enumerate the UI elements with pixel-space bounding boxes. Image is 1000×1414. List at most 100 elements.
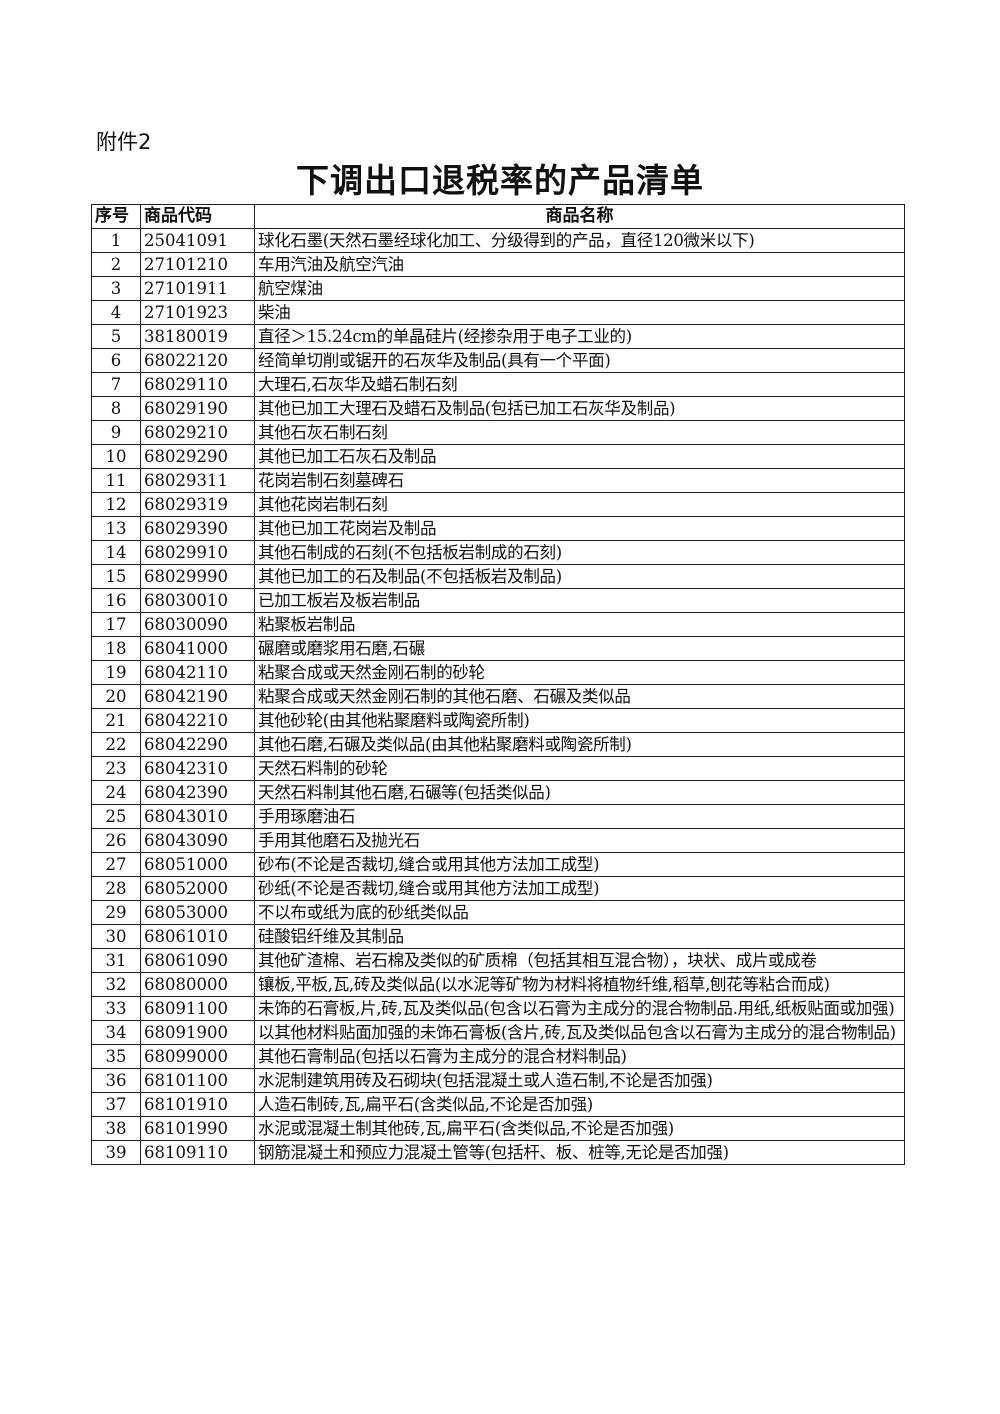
cell-index: 13: [91, 516, 141, 541]
table-row: 2 27101210 车用汽油及航空汽油: [91, 252, 905, 277]
table-row: 18 68041000 碾磨或磨浆用石磨,石碾: [91, 636, 905, 661]
table-row: 11 68029311 花岗岩制石刻墓碑石: [91, 468, 905, 493]
cell-index: 33: [91, 996, 141, 1021]
cell-code: 68091100: [140, 996, 255, 1021]
table-row: 39 68109110 钢筋混凝土和预应力混凝土管等(包括杆、板、桩等,无论是否加强…: [91, 1140, 905, 1165]
table-row: 32 68080000 镶板,平板,瓦,砖及类似品(以水泥等矿物为材料将植物纤维,稻…: [91, 972, 905, 997]
cell-index: 6: [91, 348, 141, 373]
table-row: 12 68029319 其他花岗岩制石刻: [91, 492, 905, 517]
cell-index: 18: [91, 636, 141, 661]
cell-code: 68029290: [140, 444, 255, 469]
cell-index: 5: [91, 324, 141, 349]
cell-code: 68042290: [140, 732, 255, 757]
cell-index: 21: [91, 708, 141, 733]
table-row: 33 68091100 未饰的石膏板,片,砖,瓦及类似品(包含以石膏为主成分的混合物…: [91, 996, 905, 1021]
cell-index: 19: [91, 660, 141, 685]
cell-code: 68030010: [140, 588, 255, 613]
cell-code: 68101910: [140, 1092, 255, 1117]
cell-index: 26: [91, 828, 141, 853]
table-header-row: 序号 商品代码 商品名称: [91, 204, 905, 229]
cell-name: 其他已加工石灰石及制品: [254, 444, 905, 469]
table-row: 5 38180019 直径＞15.24cm的单晶硅片(经掺杂用于电子工业的): [91, 324, 905, 349]
cell-name: 人造石制砖,瓦,扁平石(含类似品,不论是否加强): [254, 1092, 905, 1117]
table-row: 10 68029290 其他已加工石灰石及制品: [91, 444, 905, 469]
cell-code: 68022120: [140, 348, 255, 373]
cell-index: 4: [91, 300, 141, 325]
cell-name: 其他花岗岩制石刻: [254, 492, 905, 517]
cell-name: 砂布(不论是否裁切,缝合或用其他方法加工成型): [254, 852, 905, 877]
cell-name: 其他石膏制品(包括以石膏为主成分的混合材料制品): [254, 1044, 905, 1069]
table-row: 23 68042310 天然石料制的砂轮: [91, 756, 905, 781]
cell-index: 3: [91, 276, 141, 301]
cell-code: 68042110: [140, 660, 255, 685]
cell-code: 68099000: [140, 1044, 255, 1069]
cell-index: 28: [91, 876, 141, 901]
cell-index: 29: [91, 900, 141, 925]
cell-index: 2: [91, 252, 141, 277]
table-row: 7 68029110 大理石,石灰华及蜡石制石刻: [91, 372, 905, 397]
cell-name: 其他矿渣棉、岩石棉及类似的矿质棉（包括其相互混合物），块状、成片或成卷: [254, 948, 905, 973]
cell-name: 以其他材料贴面加强的未饰石膏板(含片,砖,瓦及类似品包含以石膏为主成分的混合物制…: [254, 1020, 905, 1045]
cell-index: 14: [91, 540, 141, 565]
cell-index: 16: [91, 588, 141, 613]
cell-name: 不以布或纸为底的砂纸类似品: [254, 900, 905, 925]
cell-name: 手用琢磨油石: [254, 804, 905, 829]
cell-name: 硅酸铝纤维及其制品: [254, 924, 905, 949]
table-row: 22 68042290 其他石磨,石碾及类似品(由其他粘聚磨料或陶瓷所制): [91, 732, 905, 757]
cell-name: 水泥或混凝土制其他砖,瓦,扁平石(含类似品,不论是否加强): [254, 1116, 905, 1141]
cell-code: 68042390: [140, 780, 255, 805]
cell-name: 碾磨或磨浆用石磨,石碾: [254, 636, 905, 661]
cell-name: 手用其他磨石及抛光石: [254, 828, 905, 853]
cell-code: 68043090: [140, 828, 255, 853]
cell-code: 68041000: [140, 636, 255, 661]
cell-code: 68030090: [140, 612, 255, 637]
cell-code: 27101911: [140, 276, 255, 301]
cell-index: 10: [91, 444, 141, 469]
cell-index: 9: [91, 420, 141, 445]
table-row: 25 68043010 手用琢磨油石: [91, 804, 905, 829]
cell-code: 68109110: [140, 1140, 255, 1165]
attachment-label: 附件2: [96, 130, 152, 154]
cell-code: 68042310: [140, 756, 255, 781]
cell-index: 34: [91, 1020, 141, 1045]
cell-code: 68101990: [140, 1116, 255, 1141]
cell-name: 镶板,平板,瓦,砖及类似品(以水泥等矿物为材料将植物纤维,稻草,刨花等粘合而成): [254, 972, 905, 997]
cell-code: 68061090: [140, 948, 255, 973]
cell-index: 20: [91, 684, 141, 709]
cell-code: 38180019: [140, 324, 255, 349]
cell-name: 未饰的石膏板,片,砖,瓦及类似品(包含以石膏为主成分的混合物制品.用纸,纸板贴面…: [254, 996, 905, 1021]
cell-name: 水泥制建筑用砖及石砌块(包括混凝土或人造石制,不论是否加强): [254, 1068, 905, 1093]
product-table: 序号 商品代码 商品名称 1 25041091 球化石墨(天然石墨经球化加工、分级得…: [91, 204, 905, 1165]
cell-name: 钢筋混凝土和预应力混凝土管等(包括杆、板、桩等,无论是否加强): [254, 1140, 905, 1165]
table-row: 14 68029910 其他石制成的石刻(不包括板岩制成的石刻): [91, 540, 905, 565]
table-row: 6 68022120 经简单切削或锯开的石灰华及制品(具有一个平面): [91, 348, 905, 373]
table-row: 16 68030010 已加工板岩及板岩制品: [91, 588, 905, 613]
cell-index: 38: [91, 1116, 141, 1141]
cell-name: 其他石灰石制石刻: [254, 420, 905, 445]
table-row: 34 68091900 以其他材料贴面加强的未饰石膏板(含片,砖,瓦及类似品包含以石…: [91, 1020, 905, 1045]
cell-index: 8: [91, 396, 141, 421]
cell-index: 36: [91, 1068, 141, 1093]
cell-index: 23: [91, 756, 141, 781]
table-row: 21 68042210 其他砂轮(由其他粘聚磨料或陶瓷所制): [91, 708, 905, 733]
table-row: 29 68053000 不以布或纸为底的砂纸类似品: [91, 900, 905, 925]
cell-code: 68080000: [140, 972, 255, 997]
cell-index: 31: [91, 948, 141, 973]
cell-index: 11: [91, 468, 141, 493]
cell-index: 39: [91, 1140, 141, 1165]
cell-name: 其他砂轮(由其他粘聚磨料或陶瓷所制): [254, 708, 905, 733]
cell-name: 其他石制成的石刻(不包括板岩制成的石刻): [254, 540, 905, 565]
table-row: 30 68061010 硅酸铝纤维及其制品: [91, 924, 905, 949]
cell-code: 27101923: [140, 300, 255, 325]
cell-code: 68029319: [140, 492, 255, 517]
cell-index: 27: [91, 852, 141, 877]
table-row: 19 68042110 粘聚合成或天然金刚石制的砂轮: [91, 660, 905, 685]
cell-code: 68091900: [140, 1020, 255, 1045]
cell-name: 已加工板岩及板岩制品: [254, 588, 905, 613]
cell-code: 68101100: [140, 1068, 255, 1093]
cell-code: 68029110: [140, 372, 255, 397]
table-row: 8 68029190 其他已加工大理石及蜡石及制品(包括已加工石灰华及制品): [91, 396, 905, 421]
cell-index: 15: [91, 564, 141, 589]
table-row: 9 68029210 其他石灰石制石刻: [91, 420, 905, 445]
cell-index: 30: [91, 924, 141, 949]
